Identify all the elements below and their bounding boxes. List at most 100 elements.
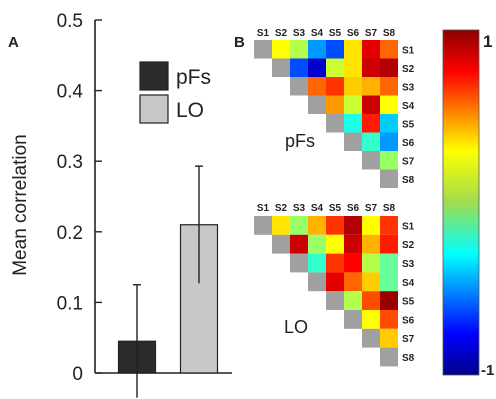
diagonal-cell bbox=[362, 151, 380, 170]
heatmap-cell bbox=[362, 77, 380, 96]
heatmap-cell bbox=[380, 216, 398, 235]
heatmap-cell bbox=[344, 216, 362, 235]
col-label: S1 bbox=[257, 203, 270, 214]
y-tick-label: 0.5 bbox=[57, 11, 83, 32]
heatmap-lo-title: LO bbox=[284, 317, 308, 337]
col-label: S8 bbox=[383, 28, 396, 39]
heatmap-cell bbox=[326, 40, 344, 59]
row-label: S5 bbox=[402, 297, 415, 308]
col-label: S3 bbox=[293, 28, 306, 39]
row-label: S5 bbox=[402, 119, 415, 130]
legend-swatch-lo bbox=[139, 94, 169, 124]
y-tick-label: 0.3 bbox=[57, 152, 83, 173]
diagonal-cell bbox=[290, 77, 308, 96]
row-label: S4 bbox=[402, 278, 415, 289]
row-label: S3 bbox=[402, 259, 415, 270]
diagonal-cell bbox=[272, 234, 290, 254]
panel-b-label: B bbox=[234, 34, 245, 51]
col-label: S3 bbox=[293, 203, 306, 214]
col-label: S7 bbox=[365, 28, 378, 39]
diagonal-cell bbox=[254, 216, 272, 235]
y-tick-label: 0 bbox=[72, 364, 83, 385]
col-label: S5 bbox=[329, 203, 342, 214]
y-tick-label: 0.4 bbox=[57, 82, 84, 103]
heatmap-cell bbox=[380, 132, 398, 151]
diagonal-cell bbox=[254, 40, 272, 59]
heatmap-cell bbox=[344, 95, 362, 114]
y-tick-label: 0.1 bbox=[57, 293, 83, 314]
heatmap-cell bbox=[344, 58, 362, 77]
row-label: S1 bbox=[402, 45, 415, 56]
col-label: S6 bbox=[347, 28, 360, 39]
heatmap-cell bbox=[308, 216, 326, 235]
y-axis-label: Mean correlation bbox=[10, 134, 31, 276]
row-label: S2 bbox=[402, 64, 415, 75]
heatmap-cell bbox=[344, 40, 362, 59]
diagonal-cell bbox=[308, 95, 326, 114]
heatmap-cell bbox=[362, 58, 380, 77]
heatmap-cell bbox=[380, 253, 398, 273]
heatmap-cell bbox=[326, 216, 344, 235]
heatmap-pfs: S1 S2 S3 S4 S5 S6 S7 S8 S1 S2 S3 S4 S5 S6 S7 S8 bbox=[254, 28, 415, 188]
heatmap-cell bbox=[344, 234, 362, 254]
row-label: S2 bbox=[402, 240, 415, 251]
heatmap-cell bbox=[326, 77, 344, 96]
bar-chart-legend: pFs LO bbox=[139, 61, 211, 124]
heatmap-cell bbox=[362, 40, 380, 59]
col-label: S8 bbox=[383, 203, 396, 214]
col-label: S4 bbox=[311, 203, 324, 214]
heatmap-cell bbox=[308, 58, 326, 77]
heatmap-cell bbox=[344, 291, 362, 310]
legend-label-lo: LO bbox=[176, 99, 204, 122]
diagonal-cell bbox=[326, 114, 344, 133]
diagonal-cell bbox=[344, 132, 362, 151]
diagonal-cell bbox=[326, 291, 344, 310]
col-label: S2 bbox=[275, 203, 288, 214]
heatmap-cell bbox=[344, 253, 362, 273]
diagonal-cell bbox=[380, 347, 398, 367]
diagonal-cell bbox=[362, 328, 380, 348]
heatmap-cell bbox=[362, 114, 380, 133]
diagonal-cell bbox=[308, 272, 326, 292]
heatmap-cell bbox=[326, 58, 344, 77]
heatmap-cell bbox=[344, 77, 362, 96]
panel-a-label: A bbox=[8, 34, 19, 51]
row-label: S6 bbox=[402, 315, 415, 326]
heatmap-lo: S1 S2 S3 S4 S5 S6 S7 S8 S1 S2 S3 S4 S5 S6 S7 S8 bbox=[254, 203, 415, 367]
row-label: S1 bbox=[402, 221, 415, 232]
colorbar-min-label: -1 bbox=[481, 362, 494, 379]
diagonal-cell bbox=[272, 58, 290, 77]
row-label: S7 bbox=[402, 334, 415, 345]
heatmap-cell bbox=[362, 272, 380, 292]
heatmap-cell bbox=[362, 291, 380, 310]
heatmap-cell bbox=[272, 40, 290, 59]
heatmap-cell bbox=[326, 234, 344, 254]
heatmap-cell bbox=[362, 253, 380, 273]
col-label: S2 bbox=[275, 28, 288, 39]
heatmap-cell bbox=[362, 310, 380, 329]
heatmap-cell bbox=[380, 77, 398, 96]
row-label: S3 bbox=[402, 82, 415, 93]
colorbar bbox=[442, 29, 480, 376]
row-label: S8 bbox=[402, 175, 415, 186]
colorbar-max-label: 1 bbox=[483, 32, 492, 51]
diagonal-cell bbox=[380, 169, 398, 188]
col-label: S6 bbox=[347, 203, 360, 214]
heatmap-cell bbox=[380, 151, 398, 170]
heatmap-cell bbox=[344, 114, 362, 133]
heatmap-cell bbox=[272, 216, 290, 235]
row-label: S7 bbox=[402, 156, 415, 167]
col-label: S5 bbox=[329, 28, 342, 39]
heatmap-cell bbox=[290, 58, 308, 77]
heatmap-cell bbox=[290, 234, 308, 254]
col-label: S4 bbox=[311, 28, 324, 39]
heatmap-cell bbox=[308, 77, 326, 96]
heatmap-cell bbox=[362, 132, 380, 151]
heatmap-cell bbox=[380, 291, 398, 310]
heatmap-cell bbox=[326, 95, 344, 114]
row-label: S6 bbox=[402, 138, 415, 149]
bar-chart-bars bbox=[117, 165, 219, 398]
heatmap-cell bbox=[308, 40, 326, 59]
heatmap-cell bbox=[380, 58, 398, 77]
